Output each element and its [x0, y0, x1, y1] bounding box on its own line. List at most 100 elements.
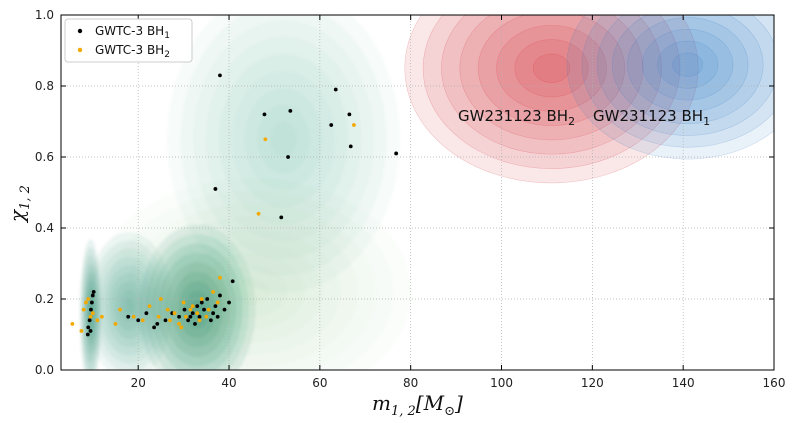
point-bh2-10 — [118, 307, 122, 312]
point-bh2-17 — [172, 311, 177, 316]
point-bh2-7 — [95, 318, 100, 323]
point-bh1-24 — [202, 307, 206, 312]
y-tick-label-1: 0.2 — [35, 292, 54, 306]
population-density — [79, 224, 270, 370]
x-tick-label-5: 120 — [581, 376, 604, 390]
point-bh2-22 — [190, 304, 195, 308]
legend-label-bh2: GWTC-3 BH — [95, 43, 164, 57]
legend-marker-bh2 — [77, 47, 83, 53]
point-bh2-11 — [131, 314, 136, 319]
point-bh1-33 — [215, 314, 220, 319]
y-axis-label: χ1, 2 — [5, 185, 33, 224]
gw231123-posteriors — [404, 15, 774, 184]
posterior-bh1-level-3 — [611, 15, 764, 125]
point-bh1-44 — [279, 215, 284, 220]
axis-ticks: 20 40 60 80 100 120 140 160 0.0 0.2 0.4 0.6 0.8 1.0 — [35, 8, 786, 390]
x-axis-label-sub: 1, 2 — [391, 404, 416, 419]
point-bh2-14 — [156, 314, 161, 319]
point-bh1-29 — [218, 293, 222, 298]
point-bh1-32 — [230, 279, 235, 284]
point-bh1-17 — [186, 318, 191, 323]
point-bh2-5 — [88, 314, 93, 319]
point-bh1-28 — [213, 304, 218, 308]
point-bh2-29 — [215, 300, 220, 305]
svg-text:GW231123 BH1: GW231123 BH1 — [593, 107, 710, 128]
annotation-bh2-sub: 2 — [568, 115, 575, 128]
y-tick-label-3: 0.6 — [35, 150, 54, 164]
point-bh2-32 — [168, 318, 172, 323]
point-bh1-41 — [286, 155, 290, 159]
annotation-bh1-text: GW231123 BH — [593, 107, 703, 125]
point-bh1-42 — [394, 151, 399, 156]
point-bh1-16 — [182, 307, 187, 312]
point-bh2-18 — [177, 321, 181, 326]
point-bh1-43 — [213, 187, 218, 191]
point-bh2-34 — [352, 123, 356, 127]
point-bh2-16 — [165, 307, 170, 312]
point-bh2-28 — [211, 290, 216, 294]
x-axis-label: m1, 2[M⊙] — [372, 391, 463, 419]
point-bh1-37 — [333, 87, 338, 92]
point-bh2-23 — [195, 311, 200, 316]
point-bh2-27 — [206, 307, 211, 312]
svg-text:GWTC-3 BH2: GWTC-3 BH2 — [95, 43, 170, 60]
x-axis-label-unit-close: ] — [454, 391, 463, 415]
x-tick-label-1: 40 — [221, 376, 236, 390]
y-tick-label-2: 0.4 — [35, 221, 54, 235]
posterior-bh1-level-5 — [642, 28, 734, 101]
point-bh1-6 — [91, 290, 96, 294]
y-axis-label-sub: 1, 2 — [18, 185, 33, 210]
point-bh2-13 — [147, 304, 152, 308]
point-bh1-25 — [205, 297, 210, 301]
point-bh1-30 — [222, 307, 227, 312]
posterior-bh2-level-1 — [422, 15, 681, 169]
y-axis-label-main: χ — [5, 208, 29, 224]
posterior-bh2-level-3 — [459, 15, 644, 141]
legend-label-bh2-sub: 2 — [164, 50, 170, 60]
point-bh2-12 — [140, 318, 145, 323]
point-bh2-0 — [70, 321, 75, 326]
point-bh1-40 — [348, 144, 353, 149]
posterior-bh2-level-0 — [404, 15, 699, 184]
posterior-bh2-level-4 — [477, 15, 626, 126]
point-bh1-18 — [188, 314, 193, 319]
svg-text:GWTC-3 BH1: GWTC-3 BH1 — [95, 24, 170, 41]
point-bh2-35 — [256, 211, 261, 216]
posterior-bh1-level-6 — [657, 40, 719, 89]
x-tick-label-4: 100 — [490, 376, 513, 390]
posterior-bh1-level-0 — [566, 15, 774, 160]
annotation-bh2-text: GW231123 BH — [458, 107, 568, 125]
posterior-bh1-level-4 — [627, 17, 749, 113]
point-bh2-6 — [90, 311, 95, 316]
point-bh1-1 — [86, 325, 91, 330]
posterior-bh2-level-7 — [532, 53, 571, 83]
point-bh1-26 — [208, 318, 213, 323]
point-bh1-34 — [218, 73, 222, 78]
point-bh2-30 — [218, 275, 222, 280]
point-bh1-38 — [329, 123, 334, 127]
point-bh2-26 — [204, 314, 209, 319]
annotation-gw231123-bh1: GW231123 BH1 — [593, 107, 710, 128]
point-bh1-23 — [199, 300, 204, 305]
grid-lines — [61, 15, 774, 370]
point-bh1-39 — [347, 112, 352, 117]
point-bh2-8 — [99, 314, 104, 319]
legend-label-bh1-sub: 1 — [164, 31, 170, 41]
point-bh2-4 — [86, 297, 91, 301]
point-bh1-5 — [90, 293, 95, 298]
posterior-bh1-level-1 — [581, 15, 774, 148]
point-bh2-33 — [263, 137, 268, 142]
density-region-4-level-8 — [234, 279, 270, 304]
x-axis-label-unit-sub: ⊙ — [444, 404, 455, 419]
x-tick-label-3: 80 — [403, 376, 418, 390]
point-bh2-19 — [181, 300, 186, 305]
point-bh1-10 — [144, 311, 149, 316]
point-bh1-31 — [227, 300, 231, 305]
x-tick-label-2: 60 — [312, 376, 327, 390]
density-region-2-level-8 — [124, 297, 134, 315]
legend: GWTC-3 BH1 GWTC-3 BH2 — [64, 18, 193, 63]
point-bh2-15 — [159, 297, 163, 301]
point-bh1-3 — [89, 307, 93, 312]
x-tick-label-7: 160 — [763, 376, 786, 390]
